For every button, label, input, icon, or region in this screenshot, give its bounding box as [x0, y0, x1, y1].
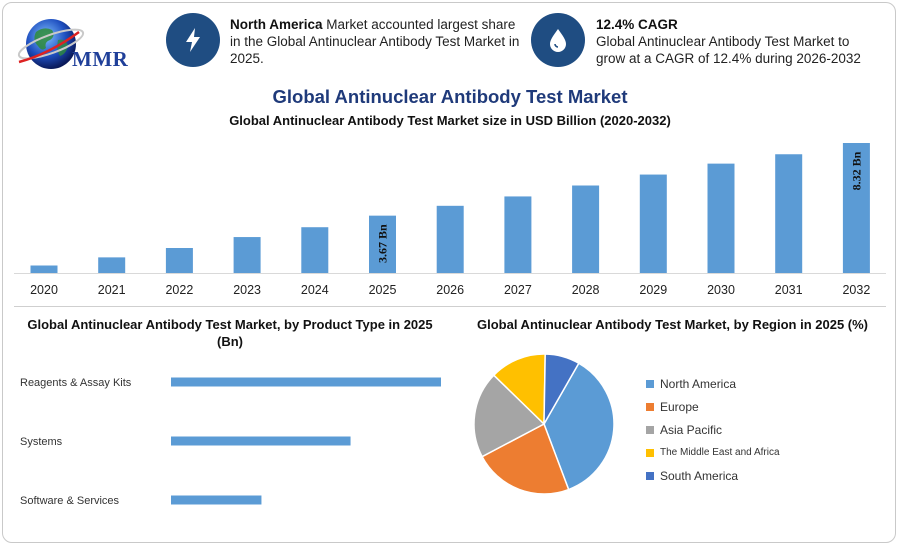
x-tick-2031: 2031	[775, 283, 803, 297]
pie-slice-south-america	[543, 353, 580, 425]
legend-swatch-north-america	[646, 379, 654, 388]
x-tick-2021: 2021	[98, 283, 126, 297]
x-tick-2030: 2030	[707, 283, 735, 297]
legend-swatch-europe	[646, 402, 654, 411]
bar-2024	[301, 227, 329, 273]
pie-slice-europe	[481, 422, 570, 495]
hbar-reagents-assay-kits	[171, 377, 441, 387]
x-tick-2029: 2029	[639, 283, 667, 297]
region-chart-title: Global Antinuclear Antibody Test Market,…	[476, 317, 869, 332]
hbar-systems	[171, 436, 351, 446]
stat-cagr: 12.4% CAGR Global Antinuclear Antibody Te…	[596, 16, 876, 67]
bar-2030	[707, 163, 735, 273]
bar-2032	[842, 143, 870, 273]
legend-swatch-asia-pacific	[646, 425, 654, 434]
bar-2023	[233, 237, 261, 273]
legend-item-south-america: South America	[646, 464, 780, 487]
pie-slice-asia-pacific	[473, 374, 546, 458]
bar-2022	[165, 248, 193, 273]
legend-item-europe: Europe	[646, 395, 780, 418]
legend-label-south-america: South America	[660, 468, 739, 483]
x-tick-2022: 2022	[165, 283, 193, 297]
x-tick-2032: 2032	[842, 283, 870, 297]
stat-north-america-text: Market accounted largest share in the Gl…	[230, 17, 520, 66]
bar-2020	[30, 265, 58, 273]
data-label-2032: 8.32 Bn	[849, 151, 863, 190]
x-tick-2028: 2028	[572, 283, 600, 297]
legend-swatch-south-america	[646, 471, 654, 480]
mmr-globe-logo-icon	[17, 19, 85, 69]
stat-cagr-bold: 12.4% CAGR	[596, 17, 678, 32]
stat-cagr-text: Global Antinuclear Antibody Test Market …	[596, 34, 861, 66]
bar-chart-title: Global Antinuclear Antibody Test Market …	[229, 113, 671, 128]
bar-2027	[504, 196, 532, 273]
legend-item-asia-pacific: Asia Pacific	[646, 418, 780, 441]
logo-text: MMR	[72, 47, 129, 71]
section-divider	[14, 306, 886, 307]
region-pie-chart	[473, 353, 615, 495]
region-legend: North America Europe Asia Pacific The Middl…	[646, 372, 780, 487]
x-tick-2024: 2024	[301, 283, 329, 297]
x-tick-2023: 2023	[233, 283, 261, 297]
bar-2031	[775, 154, 803, 273]
legend-item-the-middle-east-and-africa: The Middle East and Africa	[646, 441, 780, 464]
data-label-2025: 3.67 Bn	[376, 224, 390, 263]
product-type-chart-title: Global Antinuclear Antibody Test Market,…	[27, 317, 433, 349]
x-tick-2025: 2025	[369, 283, 397, 297]
bar-2026	[436, 205, 464, 273]
legend-label-the-middle-east-and-africa: The Middle East and Africa	[660, 447, 780, 458]
bar-2025	[369, 215, 396, 273]
x-tick-2026: 2026	[436, 283, 464, 297]
x-tick-2027: 2027	[504, 283, 532, 297]
y-tick-systems: Systems	[20, 436, 63, 448]
bar-2028	[572, 185, 600, 273]
legend-label-europe: Europe	[660, 399, 699, 414]
drop-icon	[531, 13, 585, 67]
hbar-software-services	[171, 495, 262, 505]
legend-item-north-america: North America	[646, 372, 780, 395]
bar-2029	[639, 174, 667, 273]
x-tick-2020: 2020	[30, 283, 58, 297]
pie-slice-the-middle-east-and-africa	[492, 353, 546, 426]
main-title: Global Antinuclear Antibody Test Market	[272, 86, 628, 107]
legend-swatch-the-middle-east-and-africa	[646, 448, 654, 457]
stat-north-america-bold: North America	[230, 17, 323, 32]
bar-2021	[98, 257, 126, 273]
legend-label-north-america: North America	[660, 376, 737, 391]
legend-label-asia-pacific: Asia Pacific	[660, 422, 723, 437]
y-tick-reagents-assay-kits: Reagents & Assay Kits	[20, 377, 132, 389]
stat-north-america: North America Market accounted largest s…	[230, 16, 520, 67]
product-type-bar-chart: Reagents & Assay Kits Systems Software & S…	[20, 377, 441, 507]
y-tick-software-services: Software & Services	[20, 495, 120, 507]
market-size-bar-chart: 2020 2021 2022 2023 2024 2025 3.67 Bn 2026 2027 2…	[14, 143, 886, 297]
lightning-icon	[166, 13, 220, 67]
